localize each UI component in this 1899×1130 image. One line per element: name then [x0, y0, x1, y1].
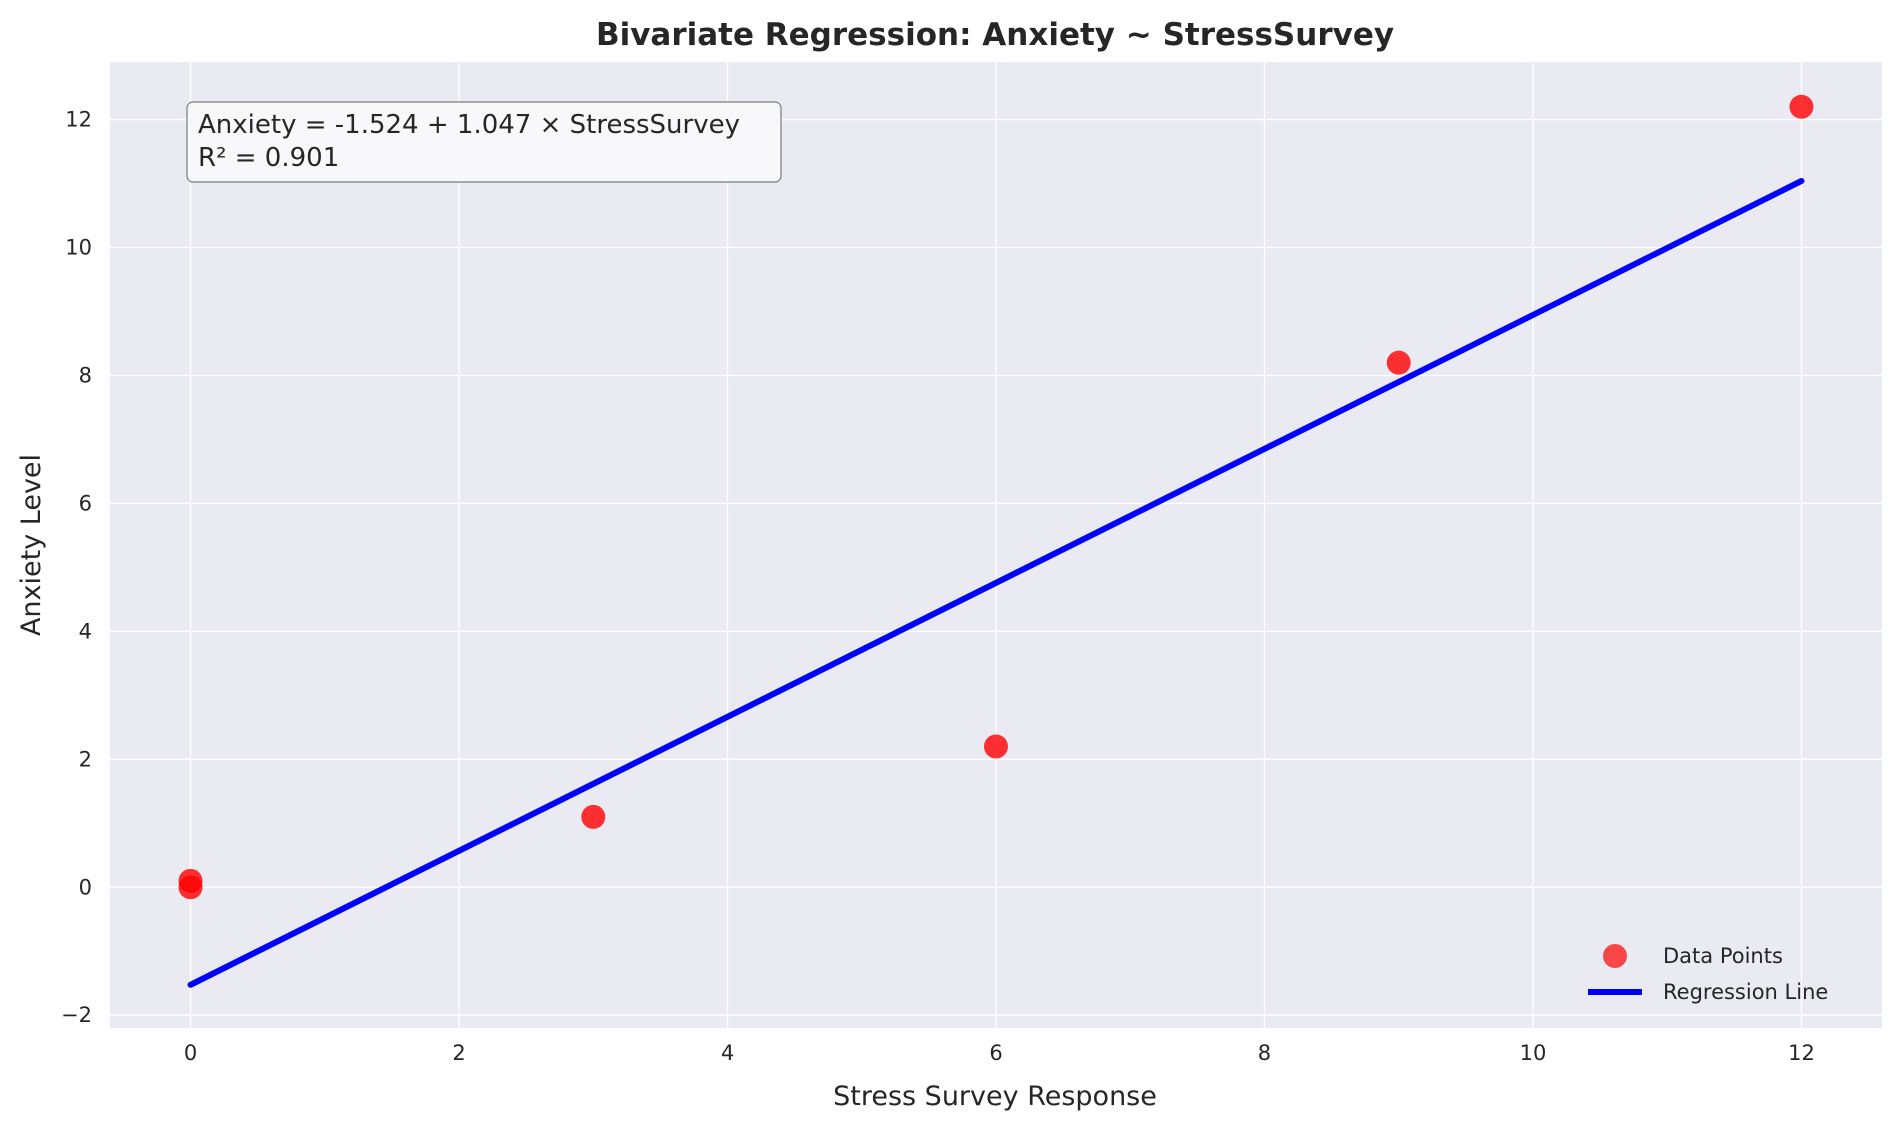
equation-text: Anxiety = -1.524 + 1.047 × StressSurvey	[198, 110, 740, 140]
x-tick-label: 10	[1520, 1041, 1547, 1065]
y-tick-label: 2	[79, 747, 92, 771]
equation-box-frame	[186, 101, 782, 183]
x-tick-label: 12	[1788, 1041, 1815, 1065]
y-tick-label: 10	[65, 236, 92, 260]
regression-line-layer	[187, 177, 1805, 988]
data-point	[581, 804, 606, 829]
y-tick-label: 12	[65, 108, 92, 132]
legend: Data Points Regression Line	[1588, 944, 1828, 1004]
x-tick-label: 8	[1258, 1041, 1271, 1065]
data-points-layer	[178, 94, 1814, 900]
data-point	[1789, 94, 1814, 119]
equation-box: Anxiety = -1.524 + 1.047 × StressSurvey …	[186, 101, 782, 183]
legend-marker-data-points	[1603, 944, 1627, 968]
data-point	[178, 875, 203, 900]
y-axis-label: Anxiety Level	[16, 454, 47, 636]
y-tick-label: 4	[79, 619, 92, 643]
x-tick-label: 6	[989, 1041, 1002, 1065]
x-tick-label: 2	[452, 1041, 465, 1065]
y-tick-label: 6	[79, 491, 92, 515]
y-tick-label: −2	[61, 1003, 92, 1027]
x-tick-label: 0	[184, 1041, 197, 1065]
x-tick-label: 4	[721, 1041, 734, 1065]
legend-label-data-points: Data Points	[1663, 944, 1783, 968]
r-squared-text: R² = 0.901	[198, 143, 339, 173]
y-axis-ticks: −2 0 2 4 6 8 10 12	[61, 108, 92, 1028]
chart-title: Bivariate Regression: Anxiety ~ StressSu…	[596, 17, 1394, 53]
regression-line	[187, 177, 1805, 988]
data-point	[984, 734, 1008, 759]
legend-label-regression-line: Regression Line	[1663, 980, 1828, 1004]
x-axis-label: Stress Survey Response	[833, 1081, 1157, 1112]
y-tick-label: 8	[79, 363, 92, 387]
x-axis-ticks: 0 2 4 6 8 10 12	[184, 1041, 1815, 1065]
data-point	[1386, 350, 1411, 375]
y-tick-label: 0	[79, 875, 92, 899]
